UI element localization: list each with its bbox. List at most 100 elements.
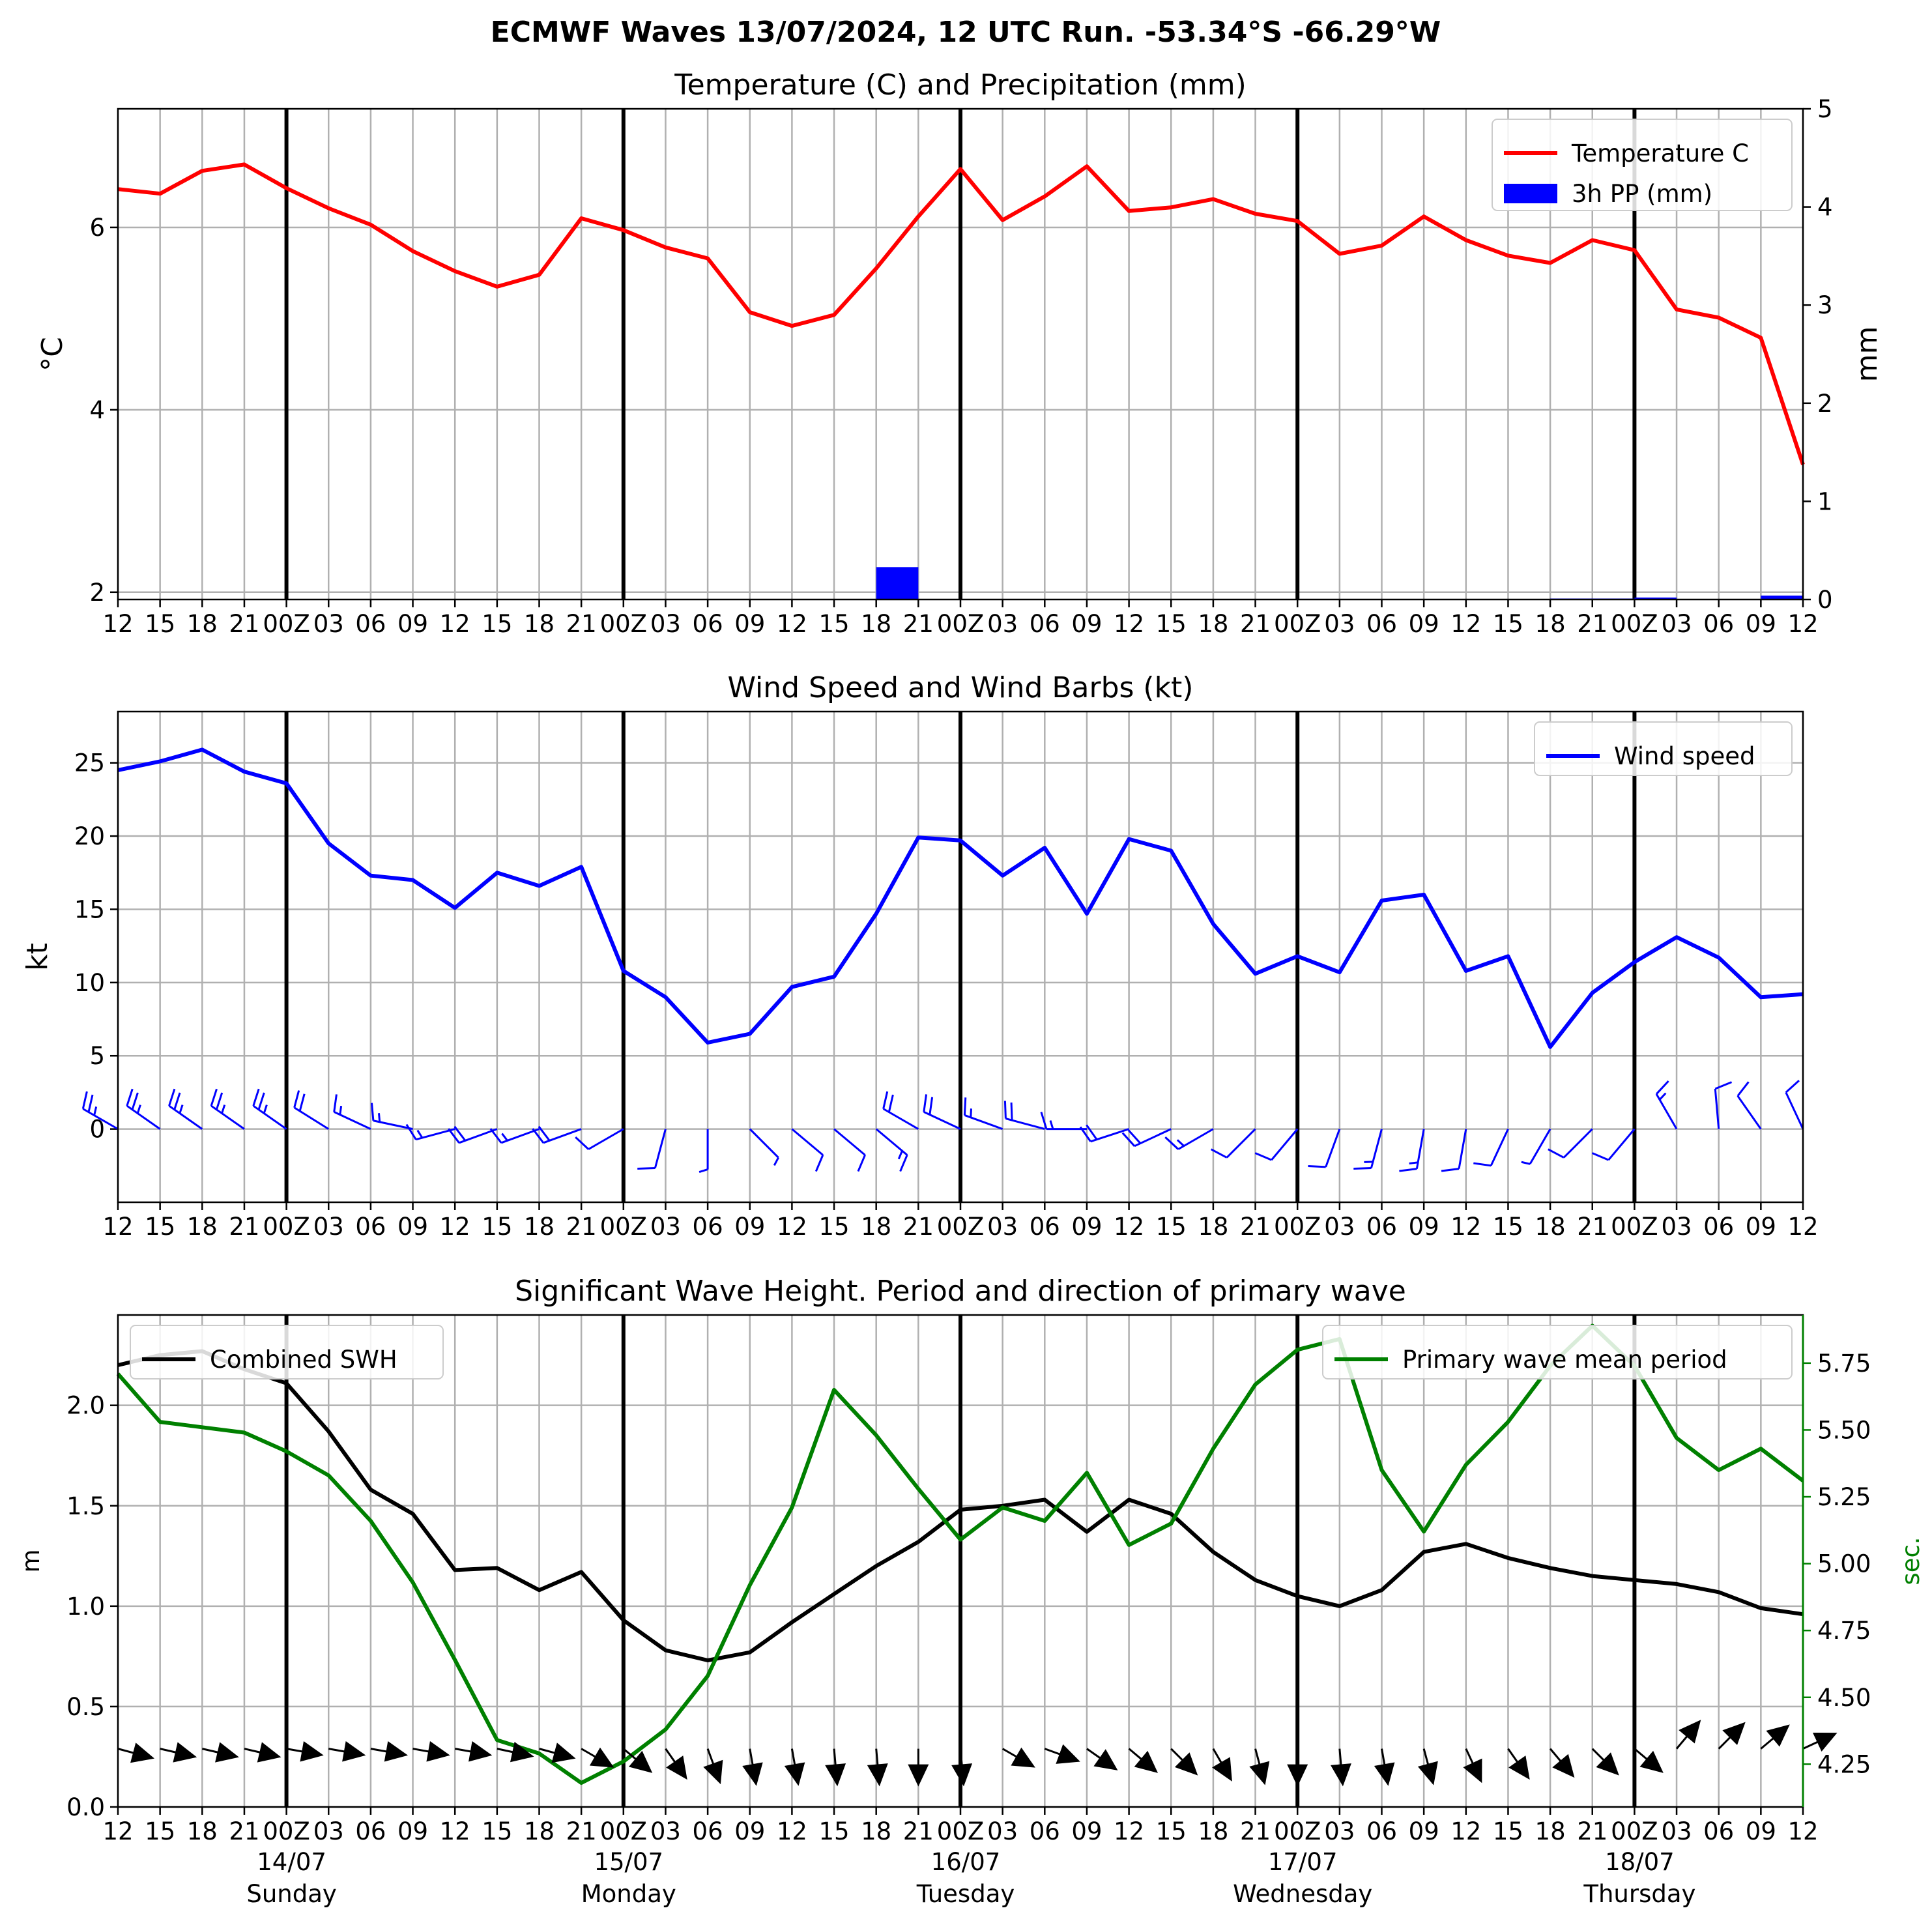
y-tick-label: 0	[89, 1116, 105, 1144]
y-tick-label: 1.0	[66, 1593, 105, 1621]
wind-speed-line	[117, 747, 1804, 1049]
arrow-head	[1374, 1762, 1395, 1786]
y-tick-label: 4	[89, 396, 105, 424]
x-tick-label: 12	[1787, 1213, 1818, 1241]
wind-barb	[882, 1091, 919, 1130]
wave-direction-arrow	[742, 1748, 763, 1786]
x-tick-label: 06	[1703, 610, 1734, 638]
x-tick-label: 12	[1450, 1817, 1481, 1845]
barb-feather	[1399, 1168, 1417, 1172]
legend-label: Primary wave mean period	[1402, 1346, 1727, 1374]
barb-staff	[923, 1111, 961, 1130]
barb-feather	[447, 1128, 460, 1144]
wind-barb	[699, 1129, 709, 1174]
panel-2: Wind Speed and Wind Barbs (kt) 0 5 10 15 20 25…	[21, 671, 1819, 1241]
arrow-head	[628, 1750, 653, 1773]
barb-staff	[1785, 1091, 1804, 1130]
x-tick-label: 03	[1662, 610, 1692, 638]
x-tick-label: 03	[1662, 1213, 1692, 1241]
wave-direction-arrow	[454, 1741, 493, 1762]
arrow-head	[703, 1759, 723, 1785]
x-tick-label: 12	[1787, 1817, 1818, 1845]
x-tick-label: 12	[1450, 610, 1481, 638]
barb-feather	[370, 1103, 375, 1121]
date-label: 16/07	[931, 1848, 1001, 1876]
barb-feather	[1441, 1168, 1460, 1172]
wind-barb	[923, 1094, 961, 1130]
x-tick-label: 06	[355, 1817, 386, 1845]
barb-staff	[334, 1111, 371, 1130]
y2-tick-label: 3	[1817, 291, 1833, 319]
x-tick-label: 03	[650, 1817, 681, 1845]
barb-feather	[538, 1125, 551, 1142]
x-tick-label: 18	[1535, 1213, 1566, 1241]
weekday-label: Tuesday	[916, 1880, 1015, 1908]
arrow-head	[1639, 1750, 1664, 1773]
barb-staff	[588, 1128, 624, 1150]
barb-feather	[1785, 1080, 1800, 1093]
arrow-head	[867, 1763, 888, 1787]
x-tick-label: 06	[1030, 1213, 1060, 1241]
wind-barb	[833, 1128, 866, 1172]
wave-direction-arrow	[581, 1747, 614, 1768]
wave-direction-arrow	[703, 1748, 723, 1785]
arrow-head	[384, 1741, 409, 1762]
x-tick-label: 15	[819, 1817, 850, 1845]
y-tick-label: 20	[74, 822, 105, 850]
wind-barb	[1521, 1128, 1551, 1165]
y-tick-label: 2.0	[66, 1392, 105, 1420]
x-tick-label: 00Z	[937, 1817, 984, 1845]
x-tick-label: 21	[1240, 1817, 1271, 1845]
x-tick-label: 21	[1577, 610, 1608, 638]
x-tick-label: 09	[1409, 1213, 1439, 1241]
x-tick-label: 21	[903, 1817, 934, 1845]
arrow-head	[589, 1747, 614, 1768]
barb-feather	[532, 1128, 545, 1144]
x-tick-label: 09	[1071, 610, 1102, 638]
x-tick-label: 00Z	[600, 610, 647, 638]
x-tick-label: 06	[1703, 1817, 1734, 1845]
barb-staff	[1608, 1128, 1636, 1161]
legend: Temperature C 3h PP (mm)	[1492, 119, 1793, 211]
arrow-head	[469, 1741, 493, 1762]
wind-barb	[1548, 1128, 1593, 1159]
barb-staff	[1563, 1128, 1593, 1159]
x-tick-label: 21	[1240, 1213, 1271, 1241]
arrow-head	[215, 1742, 239, 1763]
wave-direction-arrow	[622, 1748, 653, 1773]
x-tick-label: 06	[693, 1817, 723, 1845]
x-tick-label: 18	[861, 1817, 891, 1845]
barb-feather	[887, 1094, 894, 1112]
wind-barb	[293, 1090, 330, 1130]
wind-barb	[333, 1094, 371, 1130]
legend-frame	[1492, 119, 1793, 211]
arrow-head	[130, 1742, 155, 1763]
arrow-head	[784, 1762, 805, 1786]
x-tick-label: 15	[819, 1213, 850, 1241]
x-tick-label: 15	[482, 610, 512, 638]
y-tick-label: 0.0	[66, 1793, 105, 1821]
x-tick-label: 03	[1324, 610, 1355, 638]
wind-barb	[210, 1088, 245, 1130]
wave-direction-arrow	[1002, 1747, 1035, 1768]
swh-line	[117, 1349, 1804, 1662]
wave-direction-arrow	[1634, 1748, 1664, 1773]
x-tick-label: 18	[861, 1213, 891, 1241]
wind-barbs	[81, 1080, 1804, 1174]
x-tick-label: 21	[566, 1817, 597, 1845]
y-tick-label: 2	[89, 579, 105, 607]
barb-feather	[1548, 1148, 1564, 1159]
day-labels: 14/07 Sunday 15/07 Monday 16/07 Tuesday 17/07 W…	[246, 1848, 1695, 1908]
x-tick-label: 21	[229, 610, 259, 638]
barb-staff	[1714, 1088, 1720, 1129]
barb-half-feather	[179, 1105, 184, 1114]
arrow-head	[1596, 1752, 1619, 1776]
wave-direction-arrow	[1128, 1748, 1159, 1773]
date-label: 18/07	[1605, 1848, 1675, 1876]
wave-direction-arrow	[1463, 1748, 1482, 1784]
barb-feather	[252, 1088, 260, 1106]
x-tick-label: 18	[524, 610, 555, 638]
wind-barb	[370, 1103, 413, 1131]
barb-feather	[1040, 1112, 1048, 1130]
wind-barb	[791, 1128, 824, 1172]
